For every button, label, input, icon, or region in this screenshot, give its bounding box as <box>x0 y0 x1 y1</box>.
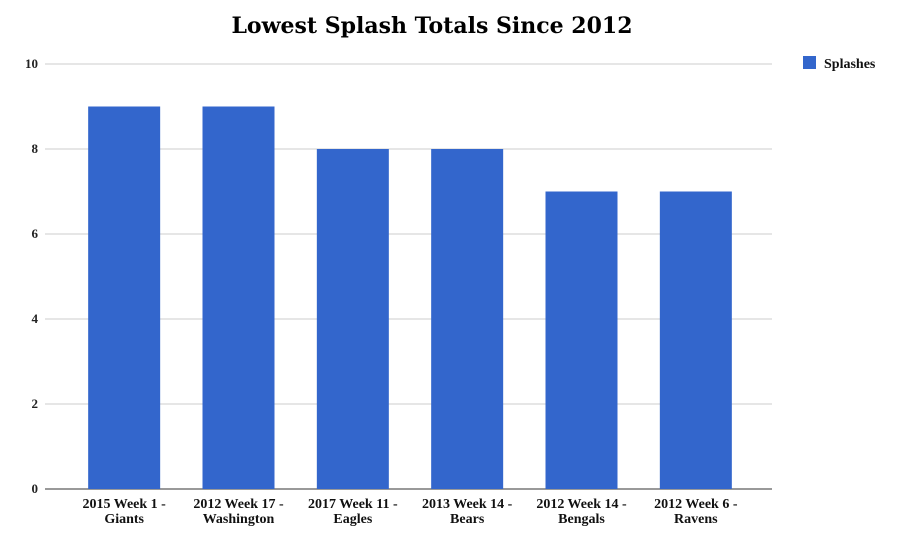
x-tick-label: Bengals <box>558 512 605 527</box>
bar-4 <box>545 191 618 489</box>
y-tick-label: 6 <box>32 226 39 241</box>
x-tick-label: 2015 Week 1 - <box>82 497 166 512</box>
chart-title: Lowest Splash Totals Since 2012 <box>231 13 632 39</box>
legend-label-splashes: Splashes <box>824 57 876 72</box>
y-tick-label: 2 <box>32 396 39 411</box>
y-tick-label: 0 <box>32 481 39 496</box>
x-tick-label: Eagles <box>333 512 372 527</box>
x-tick-label: 2012 Week 14 - <box>536 497 627 512</box>
x-tick-label: Bears <box>450 512 485 527</box>
x-tick-label: 2012 Week 17 - <box>193 497 284 512</box>
y-tick-label: 4 <box>32 311 39 326</box>
bar-1 <box>202 106 275 489</box>
x-tick-label: Washington <box>203 512 275 527</box>
bar-0 <box>88 106 161 489</box>
bar-3 <box>431 149 504 489</box>
bar-2 <box>316 149 389 489</box>
y-tick-label: 8 <box>32 141 39 156</box>
x-tick-label: Ravens <box>674 512 718 527</box>
x-tick-label: 2017 Week 11 - <box>308 497 398 512</box>
x-tick-label: Giants <box>104 512 144 527</box>
x-tick-label: 2012 Week 6 - <box>654 497 738 512</box>
legend-swatch-splashes <box>803 56 816 69</box>
legend: Splashes <box>803 56 876 72</box>
x-tick-label: 2013 Week 14 - <box>422 497 513 512</box>
bar-5 <box>659 191 732 489</box>
y-tick-label: 10 <box>25 56 38 71</box>
